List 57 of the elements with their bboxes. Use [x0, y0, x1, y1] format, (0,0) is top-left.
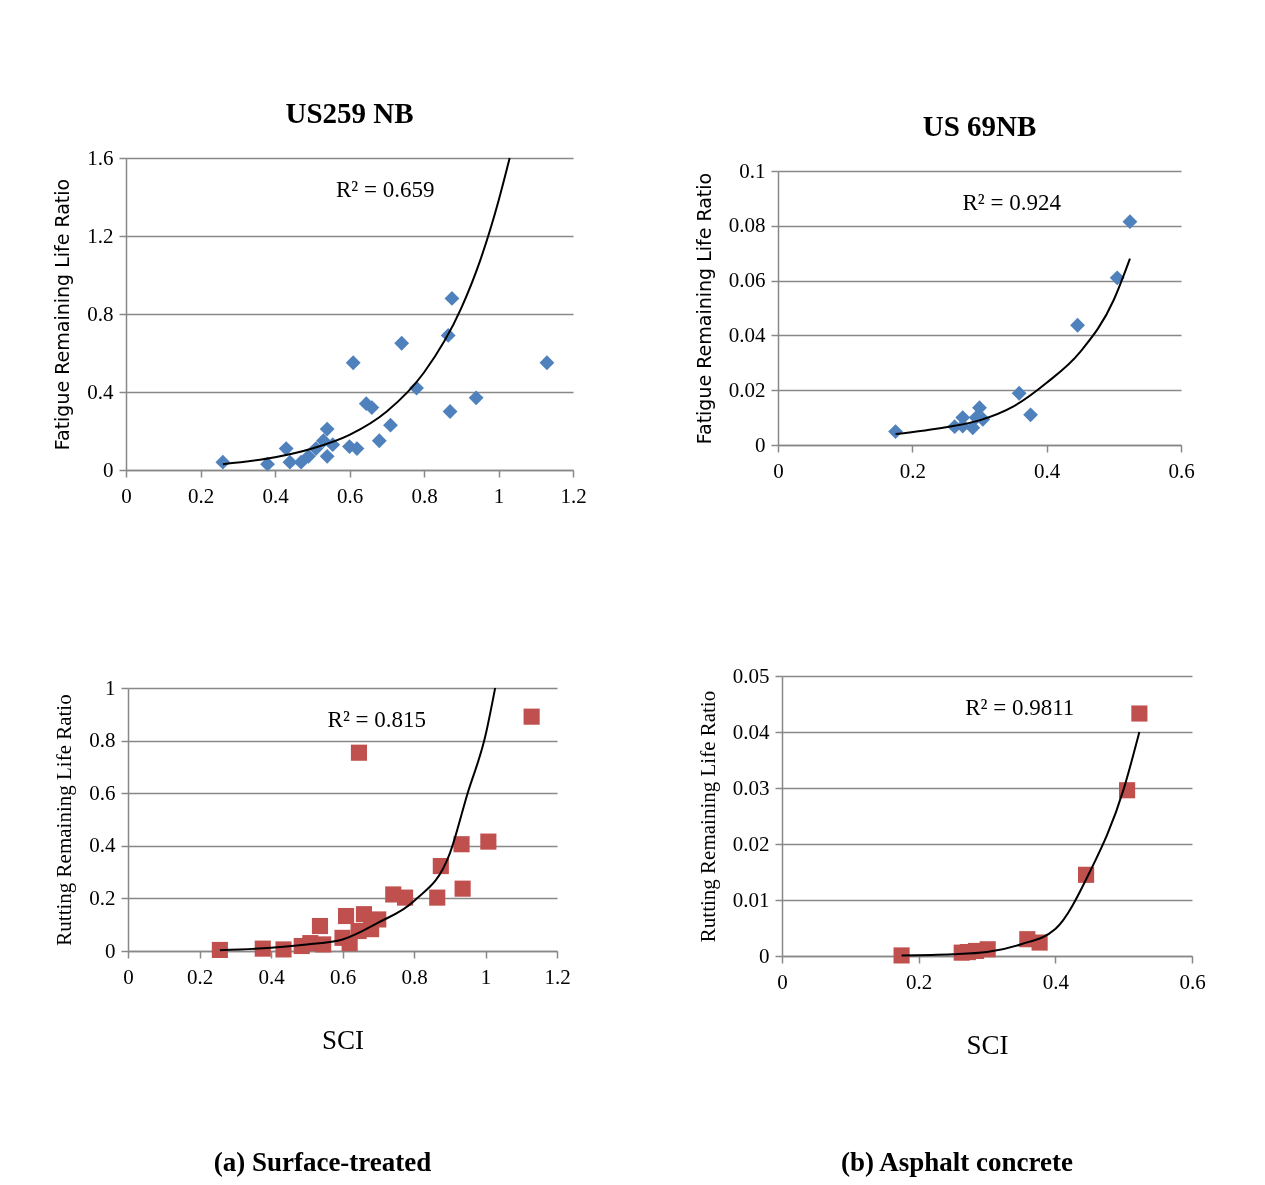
y-tick-label: 0.4 [89, 833, 116, 858]
annotation: R² = 0.9811 [965, 695, 1075, 720]
text: (a) Surface-treated [212, 1147, 433, 1178]
x-tick-label: 0.2 [906, 969, 933, 994]
y-tick-label: 0.8 [89, 728, 116, 753]
x-tick-label: 0.2 [187, 483, 215, 508]
y-tick-label: 0.4 [87, 379, 114, 404]
y-tick-label: 0.04 [732, 719, 770, 744]
y-tick-label: 0 [755, 432, 766, 457]
x-tick-label: 0.2 [186, 964, 214, 989]
y-tick-label: 0.02 [728, 377, 766, 402]
x-axis-title: SCI [321, 1024, 365, 1055]
y-tick-label: 0.02 [732, 831, 770, 856]
x-tick-label: 1 [493, 483, 505, 508]
x-axis-title: SCI [966, 1029, 1009, 1060]
y-tick-label: 0.05 [732, 663, 770, 688]
y-tick-label: 0.2 [89, 885, 116, 910]
x-tick-label: 0.8 [401, 964, 428, 989]
y-tick-label: 0.03 [732, 775, 770, 800]
y-tick-label: 0.06 [728, 268, 766, 293]
y-tick-label: 1.6 [87, 145, 114, 170]
y-tick-label: 0.8 [87, 301, 114, 326]
x-tick-label: 0.8 [411, 483, 438, 508]
y-tick-label: 1 [105, 675, 116, 700]
x-tick-label: 0.4 [1034, 458, 1061, 483]
y-axis-title: Rutting Remaining Life Ratio [52, 694, 77, 946]
x-tick-label: 0.2 [899, 458, 926, 483]
x-tick-label: 0.6 [1168, 458, 1195, 483]
annotation: R² = 0.815 [327, 707, 427, 732]
x-tick-label: 0 [121, 483, 132, 508]
x-tick-label: 0.4 [1042, 969, 1070, 994]
x-tick-label: 0.4 [262, 483, 290, 508]
text: (b) Asphalt concrete [840, 1147, 1074, 1178]
y-tick-label: 1.2 [87, 223, 114, 248]
x-tick-label: 0.6 [336, 483, 364, 508]
x-tick-label: 0 [777, 969, 788, 994]
y-tick-label: 0 [105, 938, 116, 963]
x-tick-label: 0.4 [258, 964, 286, 989]
y-tick-label: 0.08 [728, 213, 766, 238]
x-tick-label: 0.6 [1179, 969, 1206, 994]
y-axis-title: Rutting Remaining Life Ratio [695, 690, 720, 943]
y-tick-label: 0.01 [732, 887, 770, 912]
y-axis-title: Fatigue Remaining Life Ratio [692, 172, 715, 445]
y-tick-label: 0 [759, 943, 770, 968]
x-tick-label: 0 [123, 964, 134, 989]
annotation: R² = 0.924 [962, 190, 1062, 215]
annotation: R² = 0.659 [336, 177, 435, 202]
x-tick-label: 1.2 [560, 483, 587, 508]
y-tick-label: 0.6 [89, 780, 116, 805]
y-tick-label: 0.04 [728, 322, 766, 347]
chart-title: US259 NB [285, 97, 414, 129]
y-tick-label: 0.1 [739, 158, 766, 183]
x-tick-label: 0.6 [329, 964, 357, 989]
x-tick-label: 1.2 [544, 964, 571, 989]
x-tick-label: 1 [480, 964, 492, 989]
y-axis-title: Fatigue Remaining Life Ratio [51, 178, 74, 451]
chart-title: US 69NB [922, 110, 1037, 142]
